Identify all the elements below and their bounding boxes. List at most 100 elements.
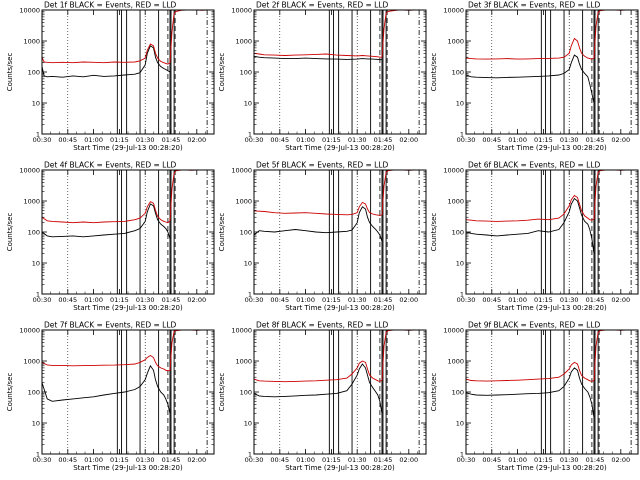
y-tick-label: 100 bbox=[452, 389, 464, 397]
lld-series-line bbox=[466, 10, 632, 60]
y-tick-label: 1000 bbox=[23, 358, 40, 366]
x-tick-label: 01:30 bbox=[136, 136, 155, 144]
chart-title: Det 4f BLACK = Events, RED = LLD bbox=[44, 161, 177, 170]
x-tick-label: 01:15 bbox=[322, 296, 341, 304]
lld-series-line bbox=[254, 170, 420, 216]
x-tick-label: 01:00 bbox=[296, 136, 315, 144]
time-interval-box bbox=[158, 330, 171, 454]
chart-title: Det 1f BLACK = Events, RED = LLD bbox=[44, 1, 177, 10]
x-tick-label: 01:00 bbox=[296, 456, 315, 464]
y-axis-label: Counts/sec bbox=[218, 373, 226, 412]
x-tick-label: 01:45 bbox=[162, 296, 181, 304]
x-tick-label: 01:30 bbox=[348, 456, 367, 464]
y-tick-label: 10000 bbox=[19, 167, 40, 175]
chart-panel: 1 10 100 1000 10000 00:30 00:45 01:00 01:15 01:30… bbox=[218, 321, 427, 472]
chart-title: Det 6f BLACK = Events, RED = LLD bbox=[468, 161, 601, 170]
y-tick-label: 1 bbox=[248, 451, 252, 459]
x-tick-label: 00:30 bbox=[457, 456, 476, 464]
x-tick-label: 00:30 bbox=[33, 296, 52, 304]
y-tick-label: 100 bbox=[240, 389, 252, 397]
time-interval-box bbox=[382, 10, 387, 134]
time-interval-box bbox=[582, 10, 595, 134]
x-tick-label: 00:30 bbox=[457, 296, 476, 304]
y-tick-label: 10000 bbox=[19, 7, 40, 15]
y-tick-label: 10000 bbox=[443, 167, 464, 175]
x-tick-label: 01:00 bbox=[84, 296, 103, 304]
events-series-line bbox=[42, 203, 171, 240]
y-tick-label: 100 bbox=[452, 69, 464, 77]
lld-series-line bbox=[42, 10, 208, 65]
x-tick-label: 02:00 bbox=[399, 296, 418, 304]
y-tick-label: 10000 bbox=[19, 327, 40, 335]
time-interval-box bbox=[540, 330, 546, 454]
x-tick-label: 00:30 bbox=[245, 136, 264, 144]
time-interval-box bbox=[582, 330, 595, 454]
y-tick-label: 1000 bbox=[447, 38, 464, 46]
y-tick-label: 10000 bbox=[231, 327, 252, 335]
y-tick-label: 1 bbox=[460, 451, 464, 459]
x-tick-label: 01:45 bbox=[374, 136, 393, 144]
x-axis-label: Start Time (29-Jul-13 00:28:20) bbox=[497, 144, 607, 152]
y-tick-label: 100 bbox=[452, 229, 464, 237]
time-interval-box bbox=[540, 10, 546, 134]
time-interval-box bbox=[170, 330, 175, 454]
time-interval-box bbox=[126, 10, 141, 134]
time-interval-box bbox=[328, 330, 334, 454]
events-series-line bbox=[466, 54, 595, 104]
x-axis-label: Start Time (29-Jul-13 00:28:20) bbox=[73, 144, 183, 152]
x-tick-label: 02:00 bbox=[611, 456, 630, 464]
x-tick-label: 00:45 bbox=[58, 136, 77, 144]
time-interval-box bbox=[328, 10, 334, 134]
x-tick-label: 00:45 bbox=[482, 456, 501, 464]
events-series-line bbox=[466, 367, 595, 418]
plot-area bbox=[466, 170, 632, 294]
x-tick-label: 00:30 bbox=[245, 296, 264, 304]
time-interval-box bbox=[550, 10, 565, 134]
y-tick-label: 10 bbox=[456, 260, 464, 268]
y-tick-label: 1 bbox=[36, 291, 40, 299]
lld-series-line bbox=[254, 330, 420, 383]
x-axis-label: Start Time (29-Jul-13 00:28:20) bbox=[73, 464, 183, 472]
x-tick-label: 00:30 bbox=[33, 456, 52, 464]
lld-series-line bbox=[466, 170, 632, 222]
x-tick-label: 01:45 bbox=[586, 296, 605, 304]
x-tick-label: 01:45 bbox=[162, 456, 181, 464]
plot-area bbox=[42, 170, 208, 294]
y-axis-label: Counts/sec bbox=[218, 213, 226, 252]
chart-title: Det 3f BLACK = Events, RED = LLD bbox=[468, 1, 601, 10]
time-interval-box bbox=[594, 330, 599, 454]
x-tick-label: 01:30 bbox=[560, 456, 579, 464]
chart-panel: 1 10 100 1000 10000 00:30 00:45 01:00 01:15 01:30… bbox=[430, 161, 639, 312]
x-tick-label: 01:15 bbox=[534, 296, 553, 304]
plot-area bbox=[254, 170, 420, 294]
x-tick-label: 01:15 bbox=[322, 136, 341, 144]
plot-area bbox=[42, 10, 208, 134]
chart-title: Det 9f BLACK = Events, RED = LLD bbox=[468, 321, 601, 330]
x-axis-label: Start Time (29-Jul-13 00:28:20) bbox=[285, 464, 395, 472]
x-tick-label: 01:00 bbox=[296, 296, 315, 304]
y-tick-label: 10 bbox=[244, 420, 252, 428]
x-tick-label: 00:45 bbox=[270, 456, 289, 464]
events-series-line bbox=[42, 364, 171, 414]
y-tick-label: 1 bbox=[248, 131, 252, 139]
y-tick-label: 1 bbox=[460, 291, 464, 299]
events-series-line bbox=[254, 55, 382, 61]
x-tick-label: 01:00 bbox=[508, 456, 527, 464]
time-interval-box bbox=[382, 330, 387, 454]
x-tick-label: 01:15 bbox=[534, 456, 553, 464]
x-tick-label: 00:45 bbox=[58, 296, 77, 304]
lld-series-line bbox=[254, 10, 420, 58]
x-tick-label: 01:15 bbox=[110, 136, 129, 144]
x-tick-label: 01:45 bbox=[374, 296, 393, 304]
y-tick-label: 100 bbox=[28, 389, 40, 397]
time-interval-box bbox=[338, 10, 353, 134]
y-tick-label: 10 bbox=[456, 420, 464, 428]
y-tick-label: 10 bbox=[32, 420, 40, 428]
y-axis-label: Counts/sec bbox=[430, 373, 438, 412]
time-interval-box bbox=[116, 170, 122, 294]
x-tick-label: 02:00 bbox=[187, 456, 206, 464]
chart-panel: 1 10 100 1000 10000 00:30 00:45 01:00 01:15 01:30… bbox=[6, 161, 215, 312]
chart-panel: 1 10 100 1000 10000 00:30 00:45 01:00 01:15 01:30… bbox=[430, 1, 639, 152]
y-axis-label: Counts/sec bbox=[6, 53, 14, 92]
y-tick-label: 1000 bbox=[447, 358, 464, 366]
